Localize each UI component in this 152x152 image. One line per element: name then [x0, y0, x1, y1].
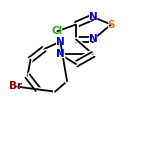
Text: Cl: Cl: [52, 26, 63, 36]
Text: N: N: [55, 35, 66, 48]
Text: Br: Br: [8, 80, 23, 93]
Text: N: N: [88, 10, 98, 24]
Text: N: N: [89, 35, 98, 44]
Text: Br: Br: [9, 81, 22, 92]
Text: N: N: [56, 37, 65, 47]
Text: N: N: [88, 33, 98, 46]
Text: N: N: [89, 12, 98, 22]
Text: S: S: [107, 19, 115, 29]
Text: Cl: Cl: [51, 25, 64, 38]
Text: N: N: [55, 48, 66, 61]
Text: S: S: [107, 18, 116, 31]
Text: N: N: [56, 49, 65, 59]
